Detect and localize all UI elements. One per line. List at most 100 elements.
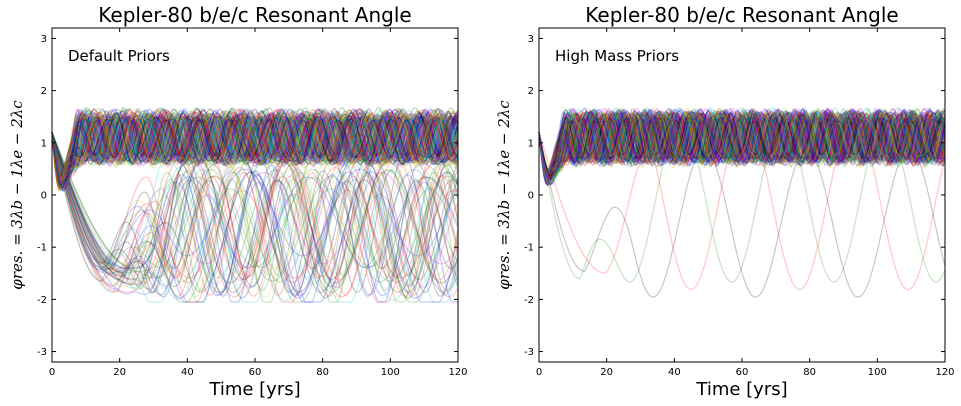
series-line: [51, 120, 459, 187]
series-line: [538, 116, 946, 181]
series-line: [538, 120, 946, 185]
series-line: [538, 114, 946, 183]
y-tick-label: -3: [524, 347, 534, 358]
series-line: [538, 111, 946, 181]
series-line: [538, 114, 946, 185]
series-line: [538, 108, 946, 186]
series-line: [51, 116, 459, 179]
series-line: [538, 117, 946, 185]
series-line: [51, 132, 459, 285]
series-line: [51, 132, 459, 271]
series-line: [51, 119, 459, 187]
series-line: [51, 113, 459, 183]
series-line: [51, 132, 459, 288]
series-line: [538, 111, 946, 186]
series-line: [538, 121, 946, 175]
series-line: [51, 108, 459, 193]
series-line: [51, 115, 459, 192]
series-line: [538, 116, 946, 183]
series-line: [538, 119, 946, 184]
series-line: [538, 107, 946, 181]
series-line: [51, 132, 459, 279]
series-line: [51, 110, 459, 187]
series-line: [538, 118, 946, 179]
axis-ticks: 0 20 40 60 80 100 120 -3 -2 -1 0 1 2 3: [37, 28, 468, 378]
series-line: [538, 122, 946, 175]
y-tick-label: 3: [528, 34, 534, 45]
x-axis-label: Time [yrs]: [208, 379, 300, 400]
series-line: [51, 117, 459, 182]
series-line: [538, 121, 946, 175]
chart-title: Kepler-80 b/e/c Resonant Angle: [98, 3, 411, 27]
series-line: [538, 119, 946, 186]
series-line: [538, 111, 946, 177]
series-line: [51, 132, 459, 296]
series-line: [538, 113, 946, 175]
series-line: [538, 117, 946, 175]
series-line: [538, 117, 946, 175]
series-line: [51, 109, 459, 185]
series-line: [538, 110, 946, 180]
series-line: [51, 117, 459, 185]
series-line: [51, 118, 459, 185]
series-line: [538, 111, 946, 185]
series-line: [51, 114, 459, 179]
series-line: [51, 111, 459, 191]
chart-title: Kepler-80 b/e/c Resonant Angle: [585, 3, 898, 27]
series-line: [538, 115, 946, 178]
series-line: [538, 118, 946, 183]
series-line: [538, 117, 946, 175]
series-line: [51, 118, 459, 191]
series-line: [538, 111, 946, 186]
y-tick-label: 0: [41, 191, 47, 202]
series-line: [51, 132, 459, 294]
series-line: [538, 106, 946, 179]
series-line: [538, 114, 946, 179]
series-line: [51, 115, 459, 183]
series-line: [51, 132, 459, 303]
series-line: [538, 119, 946, 181]
series-line: [51, 117, 459, 191]
series-line: [51, 132, 459, 303]
series-line: [538, 121, 946, 184]
series-line: [538, 119, 946, 187]
series-line: [538, 110, 946, 183]
series-line: [538, 118, 946, 177]
series-line: [51, 132, 458, 303]
series-line: [538, 120, 946, 177]
series-line: [51, 132, 459, 277]
series-line: [51, 113, 459, 189]
series-line: [51, 132, 459, 283]
series-line: [51, 112, 459, 187]
series-line: [538, 118, 946, 181]
series-line: [538, 116, 946, 181]
series-line: [51, 112, 459, 183]
series-line: [51, 120, 459, 180]
series-line: [51, 132, 459, 297]
series-line: [51, 108, 459, 186]
series-line: [538, 114, 946, 186]
series-line: [538, 111, 946, 180]
x-tick-label: 80: [316, 367, 329, 378]
series-line: [51, 109, 459, 190]
series-line: [51, 132, 459, 284]
series-line: [51, 114, 459, 187]
series-line: [538, 108, 946, 174]
x-tick-label: 0: [536, 367, 542, 378]
series-line: [538, 117, 946, 179]
series-line: [51, 110, 459, 188]
y-tick-label: -2: [37, 295, 47, 306]
series-line: [538, 111, 946, 180]
series-line: [51, 118, 459, 188]
series-line: [538, 111, 946, 178]
series-line: [538, 120, 946, 183]
y-tick-label: -1: [37, 243, 47, 254]
y-tick-label: 1: [41, 138, 47, 149]
series-line: [538, 112, 946, 176]
series-line: [538, 111, 946, 182]
series-line: [538, 114, 946, 175]
series-line: [51, 115, 459, 182]
x-tick-label: 100: [381, 367, 400, 378]
x-tick-label: 120: [935, 367, 954, 378]
